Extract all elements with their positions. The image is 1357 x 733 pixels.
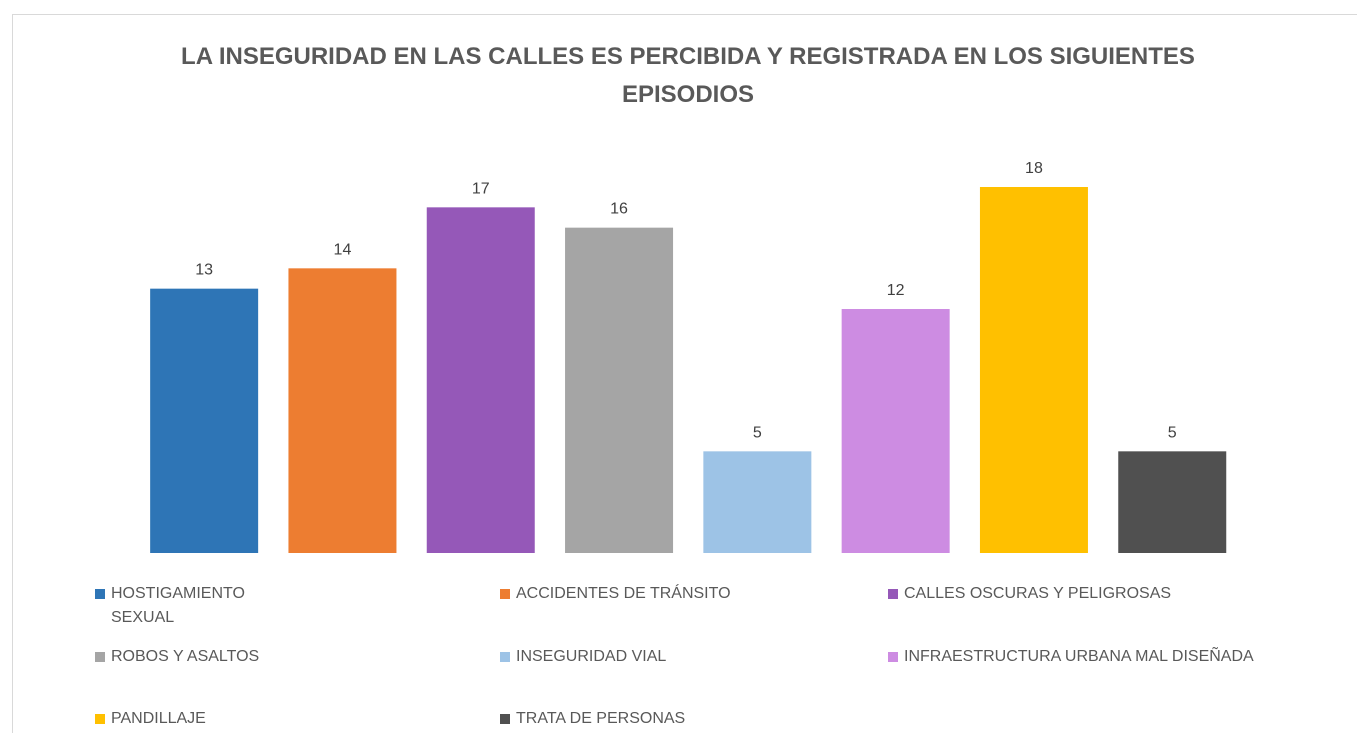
legend-label: TRATA DE PERSONAS [516, 710, 686, 727]
legend-item: PANDILLAJE [95, 707, 286, 731]
chart-frame [12, 14, 1357, 733]
legend-label: HOSTIGAMIENTO SEXUAL [111, 585, 245, 626]
legend-label: PANDILLAJE [111, 710, 206, 727]
legend-label: ACCIDENTES DE TRÁNSITO [516, 585, 731, 602]
data-label: 17 [472, 180, 490, 197]
chart-title: LA INSEGURIDAD EN LAS CALLES ES PERCIBID… [181, 43, 1195, 108]
bar [841, 309, 950, 553]
legend-swatch [500, 652, 510, 662]
legend-swatch [95, 589, 105, 599]
bar [1118, 451, 1227, 553]
data-label: 12 [887, 282, 905, 299]
legend-item: ACCIDENTES DE TRÁNSITO [500, 582, 876, 606]
data-label: 14 [334, 241, 352, 258]
bar [703, 451, 812, 553]
legend-swatch [500, 589, 510, 599]
legend-swatch [95, 652, 105, 662]
bar [979, 187, 1088, 553]
data-label: 13 [195, 262, 213, 279]
legend-item: TRATA DE PERSONAS [500, 707, 876, 731]
legend-swatch [95, 714, 105, 724]
legend-item: INSEGURIDAD VIAL [500, 645, 876, 669]
bar [288, 268, 397, 553]
legend-swatch [888, 652, 898, 662]
legend-item: CALLES OSCURAS Y PELIGROSAS [888, 582, 1344, 606]
legend-label: INFRAESTRUCTURA URBANA MAL DISEÑADA [904, 648, 1254, 665]
legend-label: ROBOS Y ASALTOS [111, 648, 260, 665]
legend-swatch [500, 714, 510, 724]
data-label: 5 [1168, 424, 1177, 441]
bar [150, 288, 259, 553]
data-label: 5 [753, 424, 762, 441]
legend-item: HOSTIGAMIENTO SEXUAL [95, 582, 286, 630]
data-label: 16 [610, 201, 628, 218]
legend-item: INFRAESTRUCTURA URBANA MAL DISEÑADA [888, 645, 1344, 669]
legend-label: INSEGURIDAD VIAL [516, 648, 667, 665]
legend-label: CALLES OSCURAS Y PELIGROSAS [904, 585, 1172, 602]
data-label: 18 [1025, 160, 1043, 177]
legend-item: ROBOS Y ASALTOS [95, 645, 286, 669]
bar [565, 227, 674, 553]
legend-swatch [888, 589, 898, 599]
bar [426, 207, 535, 554]
